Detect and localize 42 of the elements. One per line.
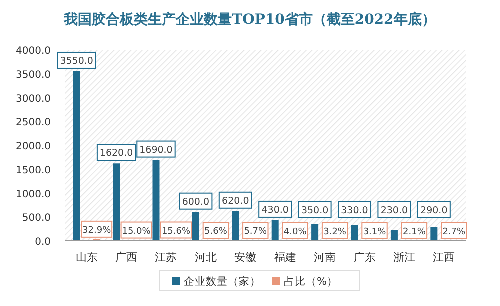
data-label: 350.0 xyxy=(301,206,329,216)
y-tick-label: 3000.0 xyxy=(16,94,51,105)
data-label: 290.0 xyxy=(420,206,448,216)
data-label: 15.0% xyxy=(122,226,152,237)
x-tick-label: 广西 xyxy=(116,251,138,264)
y-tick-label: 4000.0 xyxy=(16,46,51,57)
y-tick-label: 2500.0 xyxy=(16,118,51,129)
x-tick-label: 江苏 xyxy=(155,251,178,264)
chart-title: 我国胶合板类生产企业数量TOP10省市（截至2022年底） xyxy=(63,11,436,28)
data-label: 330.0 xyxy=(341,206,368,216)
data-label: 3.1% xyxy=(363,227,387,238)
x-tick-label: 山东 xyxy=(76,251,98,264)
y-tick-label: 0.0 xyxy=(35,237,51,248)
data-label: 5.6% xyxy=(204,227,228,238)
data-label: 600.0 xyxy=(182,196,210,208)
x-tick-label: 广东 xyxy=(354,251,376,264)
data-label: 1690.0 xyxy=(140,144,173,156)
data-label: 32.9% xyxy=(82,226,112,236)
data-label: 430.0 xyxy=(262,204,289,216)
data-label: 5.7% xyxy=(244,227,268,238)
y-tick-label: 2000.0 xyxy=(16,142,51,152)
y-tick-label: 500.0 xyxy=(22,213,51,224)
data-label: 2.7% xyxy=(442,227,466,238)
data-label: 1620.0 xyxy=(100,148,134,160)
x-tick-label: 浙江 xyxy=(393,251,416,264)
legend-label: 占比（%） xyxy=(284,275,338,288)
x-tick-label: 河南 xyxy=(314,251,336,264)
x-tick-label: 福建 xyxy=(274,251,296,264)
x-tick-label: 河北 xyxy=(194,251,217,264)
y-tick-label: 1000.0 xyxy=(16,189,51,200)
x-tick-label: 安徽 xyxy=(234,251,257,264)
legend-label: 企业数量（家） xyxy=(184,275,261,288)
data-label: 230.0 xyxy=(380,206,408,216)
data-label: 4.0% xyxy=(284,227,308,238)
data-label: 3550.0 xyxy=(60,56,94,67)
x-tick-label: 江西 xyxy=(433,251,456,264)
data-label: 15.6% xyxy=(162,226,191,237)
data-label: 2.1% xyxy=(403,227,426,238)
y-tick-label: 3500.0 xyxy=(16,70,51,81)
data-label: 3.2% xyxy=(324,227,347,238)
y-tick-label: 1500.0 xyxy=(16,165,51,176)
data-label: 620.0 xyxy=(222,196,250,207)
